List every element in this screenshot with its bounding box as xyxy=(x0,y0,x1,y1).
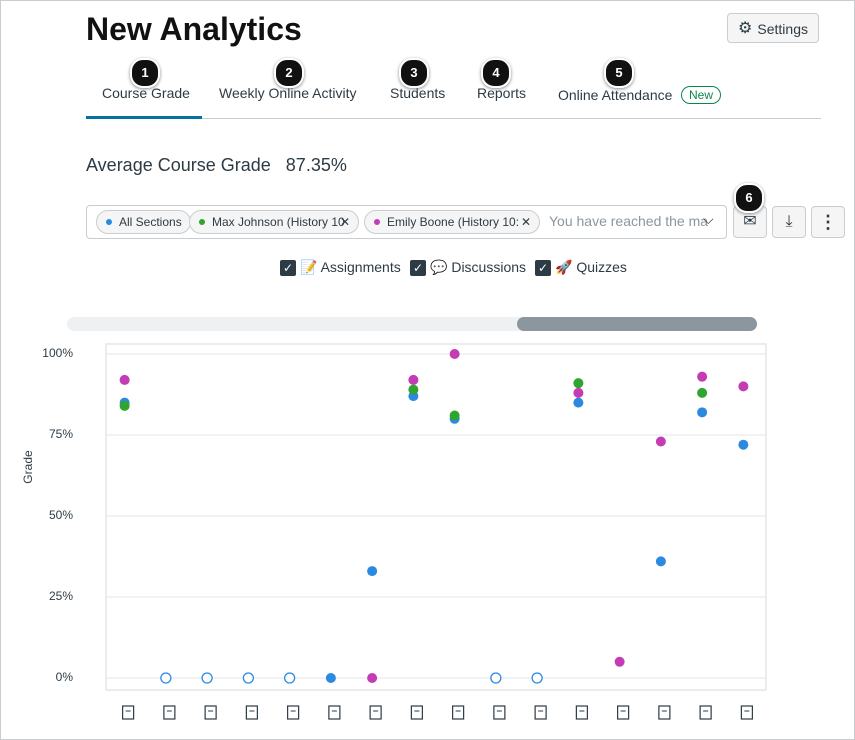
data-point xyxy=(655,436,666,447)
data-point xyxy=(119,374,130,385)
data-point xyxy=(283,672,296,684)
data-point xyxy=(531,672,543,684)
data-point xyxy=(697,371,708,382)
x-icon xyxy=(328,705,341,720)
y-tick-label: 25% xyxy=(49,589,73,603)
chart: Grade 0% 25% 50% 75% 100% xyxy=(21,317,767,720)
dropdown-arrow[interactable]: ⌵ xyxy=(703,211,714,227)
toggle-label: Discussions xyxy=(451,259,527,275)
summary-label: Average Course Grade xyxy=(86,155,271,175)
data-point xyxy=(738,381,749,392)
data-point xyxy=(573,397,584,408)
data-point xyxy=(408,384,419,395)
toggle-label: Quizzes xyxy=(576,259,627,275)
y-tick-label: 0% xyxy=(56,670,74,684)
section-filter[interactable] xyxy=(86,205,727,239)
data-point xyxy=(201,672,213,684)
callout: 5 xyxy=(604,58,634,88)
more-button[interactable]: ⋮ xyxy=(811,206,845,238)
filter-chip[interactable]: All Sections xyxy=(96,210,191,234)
x-icon xyxy=(493,705,506,720)
data-point xyxy=(449,349,460,359)
chip-label: All Sections xyxy=(119,215,182,229)
data-point xyxy=(697,407,708,418)
settings-button[interactable]: ⚙ Settings xyxy=(727,13,819,43)
tab[interactable]: Online Attendance xyxy=(558,87,673,103)
x-icon xyxy=(410,705,423,720)
download-button[interactable]: ⤓ xyxy=(772,206,806,238)
filter-chip[interactable]: Emily Boone (History 10: ✕ xyxy=(364,210,540,234)
toggle-label: Assignments xyxy=(320,259,401,275)
data-point xyxy=(697,387,708,398)
settings-label: Settings xyxy=(757,21,808,37)
tab[interactable]: Course Grade xyxy=(102,85,190,101)
data-point xyxy=(738,439,749,450)
filter-chip[interactable]: Max Johnson (History 10 ✕ xyxy=(189,210,359,234)
callout: 6 xyxy=(734,183,764,213)
message-button[interactable]: ✉ xyxy=(733,206,767,238)
plot-frame xyxy=(105,343,767,691)
data-point xyxy=(242,672,255,684)
y-axis-label: Grade xyxy=(21,450,35,484)
x-icon xyxy=(575,705,588,720)
data-point xyxy=(325,673,336,683)
tab[interactable]: Reports xyxy=(477,85,527,101)
y-tick-label: 75% xyxy=(49,427,73,441)
data-point xyxy=(119,400,130,411)
toggle[interactable]: ✓ 💬 Discussions xyxy=(410,259,527,277)
toggle[interactable]: ✓ 📝 Assignments xyxy=(280,259,401,277)
x-icon xyxy=(699,705,712,720)
x-icon xyxy=(245,705,258,720)
data-point xyxy=(408,374,419,385)
x-icon xyxy=(740,705,753,720)
tab[interactable]: Students xyxy=(390,85,446,101)
toggle[interactable]: ✓ 🚀 Quizzes xyxy=(535,259,627,277)
callout: 2 xyxy=(274,58,304,88)
x-icon xyxy=(163,705,176,720)
data-point xyxy=(573,387,584,398)
page-title: New Analytics xyxy=(86,11,302,47)
tab-divider xyxy=(86,118,821,119)
tab[interactable]: Weekly Online Activity xyxy=(219,85,357,101)
scrollbar-thumb[interactable] xyxy=(517,317,757,331)
data-point xyxy=(614,656,625,667)
summary: Average Course Grade 87.35% xyxy=(86,155,347,176)
data-point xyxy=(160,672,172,684)
new-badge: New xyxy=(681,86,722,104)
y-tick-label: 100% xyxy=(42,346,73,360)
x-icon xyxy=(658,705,671,720)
data-point xyxy=(573,378,584,389)
x-icon xyxy=(122,705,135,720)
data-point xyxy=(449,410,460,421)
x-icon xyxy=(204,705,217,720)
x-icon xyxy=(287,705,300,720)
chip-label: Emily Boone (History 10: xyxy=(387,215,520,229)
callout: 1 xyxy=(130,58,160,88)
summary-value: 87.35% xyxy=(285,155,347,175)
x-icon xyxy=(369,705,382,720)
tab-indicator xyxy=(86,116,202,119)
x-icon xyxy=(534,705,547,720)
data-point xyxy=(367,673,378,683)
x-icon xyxy=(452,705,465,720)
x-icon xyxy=(617,705,630,720)
data-point xyxy=(655,556,666,567)
y-tick-label: 50% xyxy=(49,508,73,522)
callout: 3 xyxy=(399,58,429,88)
callout: 4 xyxy=(481,58,511,88)
chip-label: Max Johnson (History 10 xyxy=(212,215,345,229)
data-point xyxy=(490,672,502,684)
filter-placeholder: You have reached the ma xyxy=(549,213,709,229)
data-point xyxy=(367,566,378,577)
